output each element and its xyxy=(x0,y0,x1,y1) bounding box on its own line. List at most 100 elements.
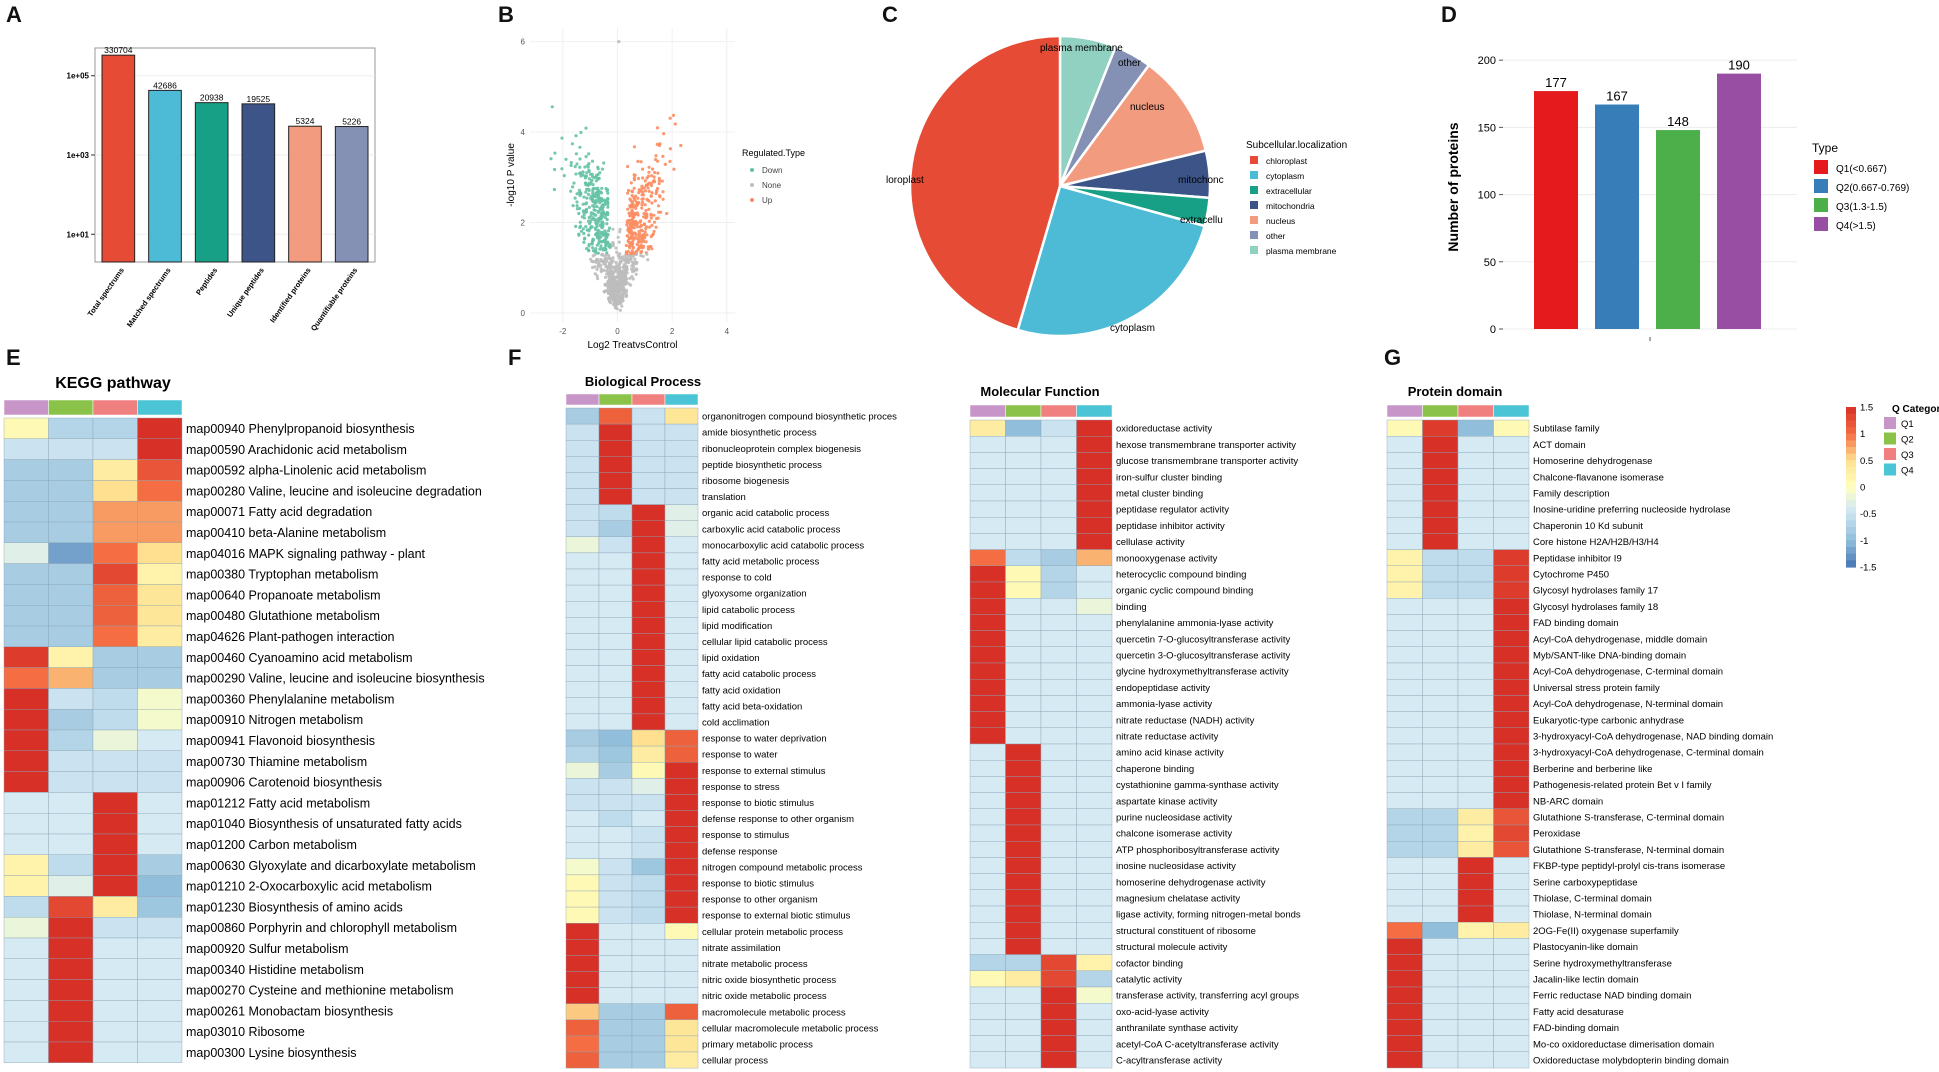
colorbar-step xyxy=(1846,500,1856,508)
heatmap-cell xyxy=(565,842,600,860)
pie-slice-label: mitochonc xyxy=(1178,175,1224,186)
scatter-point xyxy=(640,229,645,233)
scatter-point xyxy=(651,232,656,236)
scatter-point xyxy=(550,105,554,109)
pie-slice-label: other xyxy=(1118,58,1141,69)
scatter-point xyxy=(649,244,653,249)
heatmap-cell xyxy=(598,729,633,747)
heatmap-row-label: homoserine dehydrogenase activity xyxy=(1116,877,1266,888)
scatter-point xyxy=(613,295,617,299)
heatmap-cell xyxy=(969,452,1006,469)
heatmap-cell xyxy=(92,1021,138,1043)
scatter-point xyxy=(599,267,603,271)
bar-value-label: 19525 xyxy=(247,94,271,104)
scatter-point xyxy=(624,294,628,298)
heatmap-cell xyxy=(137,605,183,627)
heatmap-cell xyxy=(48,813,94,835)
heatmap-row-label: amino acid kinase activity xyxy=(1116,748,1224,759)
heatmap-row-label: defense response xyxy=(702,846,778,857)
scatter-point xyxy=(637,188,641,192)
heatmap-cell xyxy=(1076,986,1113,1004)
heatmap-cell xyxy=(1386,792,1423,809)
category-bar xyxy=(598,393,633,406)
heatmap-cell xyxy=(1040,1051,1077,1069)
heatmap-cell xyxy=(1422,970,1459,988)
heatmap-cell xyxy=(1457,549,1494,566)
heatmap-cell xyxy=(1076,452,1113,469)
heatmap-title: KEGG pathway xyxy=(55,375,171,392)
heatmap-cell xyxy=(1457,824,1494,842)
scatter-point xyxy=(593,272,597,276)
heatmap-cell xyxy=(1457,711,1494,728)
scatter-point xyxy=(641,176,645,180)
scatter-point xyxy=(579,229,584,233)
scatter-point xyxy=(646,247,651,251)
scatter-point xyxy=(632,173,636,177)
heatmap-cell xyxy=(1076,970,1113,988)
heatmap-row-label: Serine carboxypeptidase xyxy=(1533,877,1638,888)
scatter-point xyxy=(632,145,637,149)
scatter-point xyxy=(578,220,582,224)
scatter-point xyxy=(624,288,629,292)
heatmap-cell xyxy=(1040,776,1077,793)
scatter-point xyxy=(607,226,612,230)
heatmap-cell xyxy=(598,472,633,489)
heatmap-cell xyxy=(598,423,633,441)
heatmap-row-label: Pathogenesis-related protein Bet v I fam… xyxy=(1533,780,1712,791)
heatmap-title: Molecular Function xyxy=(980,384,1099,399)
scatter-point xyxy=(617,279,621,283)
heatmap-row-label: Subtilase family xyxy=(1533,424,1600,435)
scatter-point xyxy=(586,163,590,168)
heatmap-cell xyxy=(1386,436,1423,453)
heatmap-row-label: transferase activity, transferring acyl … xyxy=(1116,991,1299,1002)
heatmap-cell xyxy=(565,923,600,940)
heatmap-cell xyxy=(137,1000,183,1022)
y-tick-label: 1e+01 xyxy=(67,230,90,239)
scatter-point xyxy=(655,142,659,146)
scatter-point xyxy=(605,251,609,255)
heatmap-cell xyxy=(598,552,633,570)
heatmap-row-label: structural constituent of ribosome xyxy=(1116,926,1256,937)
heatmap-cell xyxy=(631,729,666,747)
heatmap-cell xyxy=(137,646,183,668)
legend-swatch xyxy=(1814,179,1828,193)
heatmap-cell xyxy=(1493,776,1530,793)
heatmap-cell xyxy=(1005,598,1042,615)
scatter-point xyxy=(585,171,589,175)
scatter-point xyxy=(573,165,577,169)
heatmap-cell xyxy=(664,713,699,731)
scatter-point xyxy=(614,261,618,265)
heatmap-cell xyxy=(598,456,633,473)
heatmap-cell xyxy=(1076,565,1113,583)
category-bar xyxy=(1076,404,1113,418)
heatmap-cell xyxy=(1386,565,1423,583)
scatter-point xyxy=(652,213,656,217)
scatter-point xyxy=(668,159,672,163)
heatmap-cell xyxy=(565,407,600,425)
legend-swatch xyxy=(1250,171,1258,179)
scatter-point xyxy=(661,197,665,201)
scatter-point xyxy=(578,145,582,149)
heatmap-cell xyxy=(48,833,94,855)
heatmap-row-label: phenylalanine ammonia-lyase activity xyxy=(1116,618,1274,629)
heatmap-row-label: cystathionine gamma-synthase activity xyxy=(1116,780,1279,791)
heatmap-cell xyxy=(1005,841,1042,858)
heatmap-cell xyxy=(1005,938,1042,955)
heatmap-row-label: Core histone H2A/H2B/H3/H4 xyxy=(1533,537,1659,548)
legend-label: chloroplast xyxy=(1266,156,1308,166)
scatter-point xyxy=(634,206,638,210)
scatter-point xyxy=(575,204,579,208)
pie-slice-label: nucleus xyxy=(1130,102,1164,113)
heatmap-cell xyxy=(969,808,1006,826)
heatmap-cell xyxy=(631,971,666,988)
heatmap-title: Biological Process xyxy=(585,374,701,389)
heatmap-cell xyxy=(631,713,666,731)
heatmap-cell xyxy=(598,826,633,843)
scatter-point xyxy=(629,181,633,185)
scatter-point xyxy=(590,172,594,176)
scatter-point xyxy=(569,161,573,165)
scatter-point xyxy=(585,196,589,200)
scatter-point xyxy=(591,265,595,270)
scatter-point xyxy=(645,233,649,237)
heatmap-cell xyxy=(92,584,138,606)
